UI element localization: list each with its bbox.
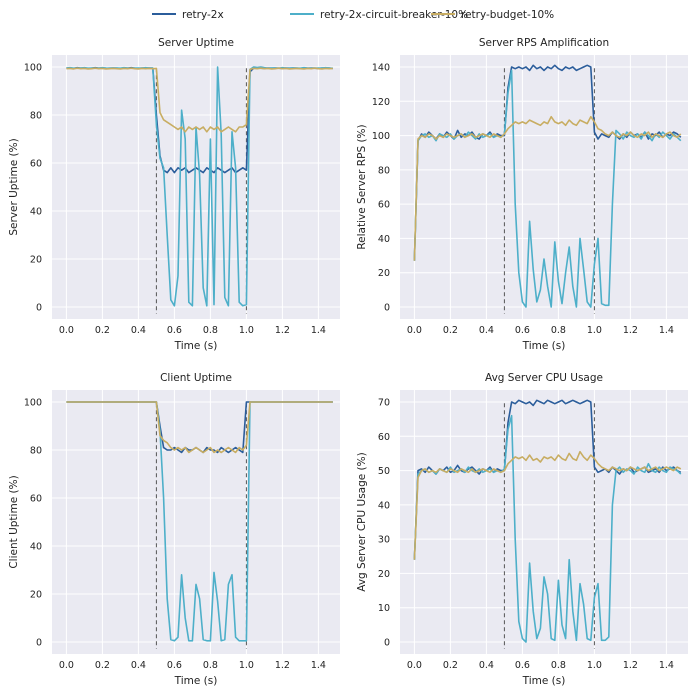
- x-tick-label: 0.4: [479, 660, 494, 671]
- x-tick-label: 1.0: [587, 325, 602, 336]
- series-line-retry-budget-10: [413, 115, 682, 261]
- x-tick-label: 1.4: [311, 325, 326, 336]
- x-tick-label: 0.2: [95, 660, 110, 671]
- x-tick-label: 1.2: [623, 660, 638, 671]
- x-tick-label: 1.0: [587, 660, 602, 671]
- series-line-retry-budget-10: [413, 450, 682, 560]
- x-tick-label: 0.4: [131, 660, 146, 671]
- chart-client-uptime: 0.0 0.2 0.4 0.6 0.8 1.0 1.2 1.4 0 20 40 60 80 100 Clie…: [8, 372, 340, 687]
- series-line-retry-2x: [413, 399, 682, 560]
- chart-panels: 0.0 0.2 0.4 0.6 0.8 1.0 1.2 1.4020406080100Serv…: [8, 37, 688, 687]
- plot-area: [400, 55, 688, 319]
- chart-server-uptime: 0.0 0.2 0.4 0.6 0.8 1.0 1.2 1.4 0 20 40 60 80 100 Serv…: [8, 37, 340, 352]
- y-tick-label: 20: [378, 268, 390, 279]
- x-axis-label: Time (s): [522, 675, 566, 687]
- x-tick-label: 1.2: [275, 325, 290, 336]
- y-tick-label: 20: [30, 255, 42, 266]
- x-tick-label: 1.4: [659, 325, 674, 336]
- x-tick-label: 0.6: [515, 325, 530, 336]
- y-tick-label: 0: [36, 303, 42, 314]
- legend-label: retry-2x-circuit-breaker-10%: [320, 9, 468, 21]
- y-axis-label: Avg Server CPU Usage (%): [356, 452, 368, 591]
- y-tick-label: 60: [30, 159, 42, 170]
- x-tick-label: 1.2: [275, 660, 290, 671]
- y-tick-label: 50: [378, 466, 390, 477]
- y-tick-label: 0: [36, 638, 42, 649]
- chart-title: Client Uptime: [160, 372, 232, 384]
- legend-item-retry-2x-circuit-breaker-10: retry-2x-circuit-breaker-10%: [290, 9, 468, 21]
- x-tick-label: 1.0: [239, 325, 254, 336]
- y-tick-label: 70: [378, 398, 390, 409]
- y-tick-label: 40: [30, 542, 42, 553]
- plot-area: [52, 55, 340, 319]
- x-tick-label: 0.8: [551, 325, 566, 336]
- plot-area: [52, 390, 340, 654]
- x-tick-label: 0.8: [203, 660, 218, 671]
- x-tick-label: 0.0: [59, 325, 74, 336]
- y-tick-label: 100: [372, 131, 390, 142]
- y-tick-label: 140: [372, 63, 390, 74]
- legend-label: retry-budget-10%: [461, 9, 554, 21]
- x-axis-label: Time (s): [522, 340, 566, 352]
- legend-item-retry-2x: retry-2x: [152, 9, 224, 21]
- x-tick-label: 0.6: [167, 660, 182, 671]
- x-tick-label: 0.6: [167, 325, 182, 336]
- y-tick-label: 40: [378, 234, 390, 245]
- series-line-retry-budget-10: [66, 67, 333, 133]
- chart-server-rps-amplification: 0.0 0.2 0.4 0.6 0.8 1.0 1.2 1.4 0 20 40 60 80 100 120 1…: [356, 37, 688, 352]
- x-tick-label: 0.2: [443, 660, 458, 671]
- x-tick-label: 0.0: [407, 325, 422, 336]
- y-axis-label: Relative Server RPS (%): [356, 124, 368, 249]
- legend-item-retry-budget-10: retry-budget-10%: [431, 9, 554, 21]
- y-tick-label: 100: [24, 63, 42, 74]
- x-axis-label: Time (s): [174, 340, 218, 352]
- x-axis-label: Time (s): [174, 675, 218, 687]
- y-tick-label: 40: [30, 207, 42, 218]
- chart-title: Server Uptime: [158, 37, 234, 49]
- y-tick-label: 10: [378, 603, 390, 614]
- chart-title: Server RPS Amplification: [479, 37, 609, 49]
- x-tick-label: 0.2: [95, 325, 110, 336]
- y-tick-label: 40: [378, 500, 390, 511]
- x-tick-label: 0.2: [443, 325, 458, 336]
- y-tick-label: 60: [30, 494, 42, 505]
- x-tick-label: 1.4: [659, 660, 674, 671]
- x-tick-label: 0.0: [407, 660, 422, 671]
- x-tick-label: 0.4: [131, 325, 146, 336]
- legend-label: retry-2x: [182, 9, 224, 21]
- plot-area: [400, 390, 688, 654]
- y-tick-label: 80: [30, 111, 42, 122]
- x-tick-label: 1.4: [311, 660, 326, 671]
- x-tick-label: 0.6: [515, 660, 530, 671]
- y-tick-label: 20: [30, 590, 42, 601]
- y-tick-label: 80: [30, 446, 42, 457]
- y-tick-label: 0: [384, 303, 390, 314]
- x-tick-label: 1.2: [623, 325, 638, 336]
- x-tick-label: 1.0: [239, 660, 254, 671]
- y-tick-label: 80: [378, 165, 390, 176]
- y-tick-label: 120: [372, 97, 390, 108]
- y-axis-label: Server Uptime (%): [8, 138, 20, 235]
- x-tick-label: 0.4: [479, 325, 494, 336]
- y-tick-label: 30: [378, 535, 390, 546]
- chart-avg-server-cpu-usage: 0.0 0.2 0.4 0.6 0.8 1.0 1.2 1.4 0 10 20 30 40 50 60 70 A…: [356, 372, 688, 687]
- x-tick-label: 0.8: [551, 660, 566, 671]
- x-tick-label: 0.8: [203, 325, 218, 336]
- y-tick-label: 60: [378, 200, 390, 211]
- chart-title: Avg Server CPU Usage: [485, 372, 603, 384]
- y-tick-label: 60: [378, 432, 390, 443]
- legend: retry-2x retry-2x-circuit-breaker-10%retr…: [152, 9, 554, 21]
- x-tick-label: 0.0: [59, 660, 74, 671]
- y-tick-label: 100: [24, 398, 42, 409]
- y-tick-label: 20: [378, 569, 390, 580]
- series-line-retry-budget-10: [66, 401, 333, 454]
- y-tick-label: 0: [384, 638, 390, 649]
- y-axis-label: Client Uptime (%): [8, 475, 20, 568]
